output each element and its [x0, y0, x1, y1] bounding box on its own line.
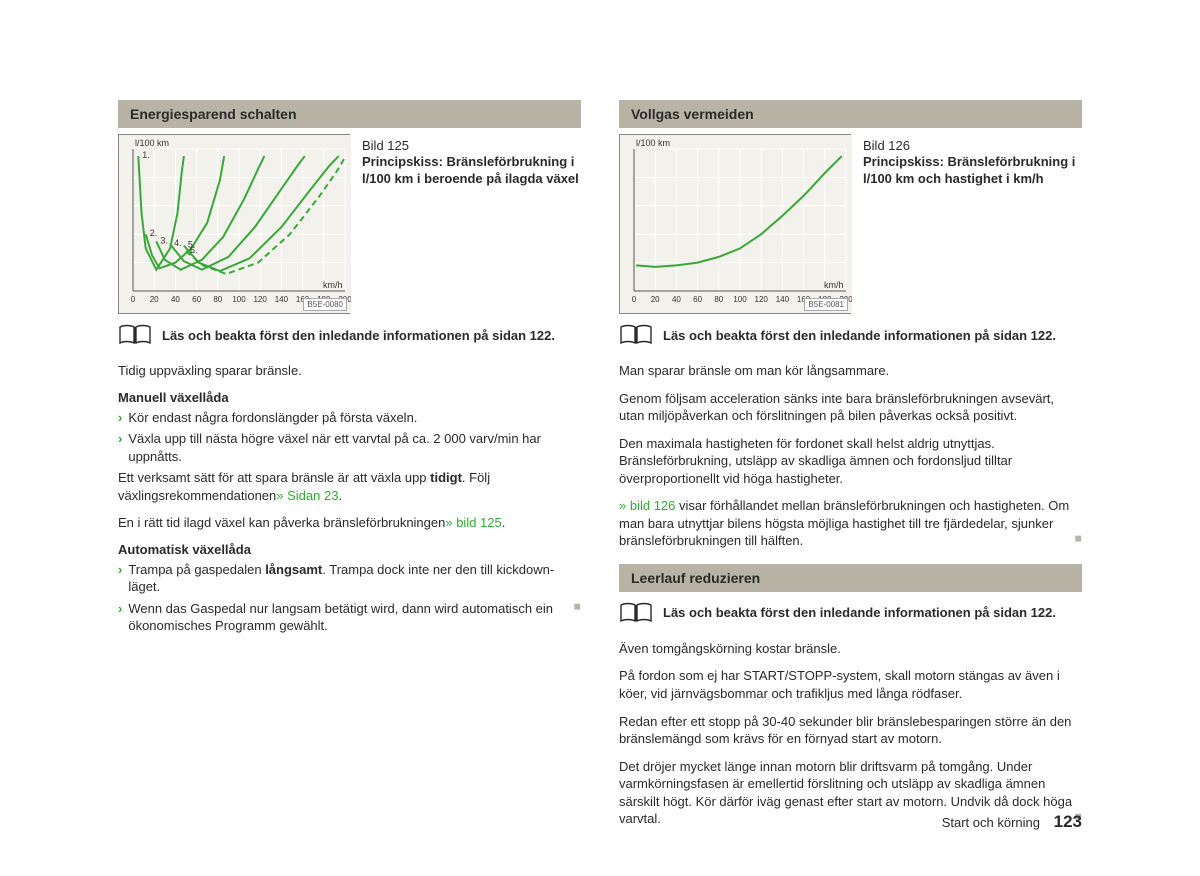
- svg-text:100: 100: [733, 295, 747, 304]
- left-sub2: Automatisk växellåda: [118, 542, 581, 557]
- svg-text:4.: 4.: [174, 238, 182, 248]
- svg-text:6.: 6.: [190, 245, 198, 255]
- chevron-icon: ›: [118, 600, 122, 635]
- section-heading-right-1: Vollgas vermeiden: [619, 100, 1082, 128]
- left-bullet-3: › Trampa på gaspedalen långsamt. Trampa …: [118, 561, 581, 596]
- book-icon: [619, 602, 653, 624]
- chart-125: l/100 kmkm/h0204060801001201401601802001…: [118, 134, 350, 314]
- chevron-icon: ›: [118, 409, 122, 427]
- svg-text:40: 40: [171, 295, 180, 304]
- link-sidan-23[interactable]: » Sidan 23: [276, 488, 338, 503]
- figure-126-caption: Bild 126 Principskiss: Bränsleförbruknin…: [863, 134, 1082, 314]
- read-note-right-2: Läs och beakta först den inledande infor…: [663, 605, 1056, 620]
- left-b2: Växla upp till nästa högre växel när ett…: [128, 430, 581, 465]
- book-icon: [118, 324, 152, 346]
- chart-125-frame: l/100 kmkm/h0204060801001201401601802001…: [118, 134, 350, 314]
- end-mark-icon: ◼: [574, 600, 581, 635]
- section-heading-right-2: Leerlauf reduzieren: [619, 564, 1082, 592]
- svg-text:60: 60: [693, 295, 702, 304]
- figure-125-num: Bild 125: [362, 138, 409, 153]
- svg-text:km/h: km/h: [323, 280, 343, 290]
- figure-126-num: Bild 126: [863, 138, 910, 153]
- read-note-row-right-1: Läs och beakta först den inledande infor…: [619, 324, 1082, 346]
- left-b3: Trampa på gaspedalen långsamt. Trampa do…: [128, 561, 581, 596]
- svg-text:40: 40: [672, 295, 681, 304]
- svg-text:140: 140: [275, 295, 289, 304]
- left-p1: Tidig uppväxling sparar bränsle.: [118, 362, 581, 380]
- svg-text:80: 80: [714, 295, 723, 304]
- left-b4: Wenn das Gaspedal nur langsam betätigt w…: [128, 600, 561, 635]
- end-mark-icon: ◼: [1075, 532, 1082, 544]
- left-p2: Ett verksamt sätt för att spara bränsle …: [118, 469, 581, 504]
- book-icon: [619, 324, 653, 346]
- svg-text:0: 0: [131, 295, 136, 304]
- chevron-icon: ›: [118, 430, 122, 465]
- read-note-row-left: Läs och beakta först den inledande infor…: [118, 324, 581, 346]
- svg-text:2.: 2.: [150, 228, 158, 238]
- svg-text:l/100 km: l/100 km: [135, 138, 169, 148]
- svg-text:100: 100: [232, 295, 246, 304]
- left-bullet-2: › Växla upp till nästa högre växel när e…: [118, 430, 581, 465]
- chart-125-id: B5E-0080: [303, 298, 347, 311]
- right-p3: Den maximala hastigheten för fordonet sk…: [619, 435, 1082, 488]
- right-p2: Genom följsam acceleration sänks inte ba…: [619, 390, 1082, 425]
- right-p1: Man sparar bränsle om man kör långsammar…: [619, 362, 1082, 380]
- right-q3: Redan efter ett stopp på 30-40 sekunder …: [619, 713, 1082, 748]
- chart-126: l/100 kmkm/h020406080100120140160180200 …: [619, 134, 851, 314]
- svg-text:l/100 km: l/100 km: [636, 138, 670, 148]
- figure-row-right: l/100 kmkm/h020406080100120140160180200 …: [619, 134, 1082, 314]
- chart-126-frame: l/100 kmkm/h020406080100120140160180200 …: [619, 134, 851, 314]
- right-column: Vollgas vermeiden l/100 km km/h 0 20 40 60 80 1…: [619, 100, 1082, 836]
- svg-text:60: 60: [192, 295, 201, 304]
- right-p4: » bild 126 visar förhållandet mellan brä…: [619, 497, 1082, 550]
- page-number: 123: [1054, 812, 1082, 831]
- svg-text:km/h: km/h: [824, 280, 844, 290]
- chart-125-svg: l/100 kmkm/h0204060801001201401601802001…: [119, 135, 351, 313]
- left-p3: En i rätt tid ilagd växel kan påverka br…: [118, 514, 581, 532]
- svg-text:140: 140: [776, 295, 790, 304]
- svg-text:3.: 3.: [160, 235, 168, 245]
- svg-text:0: 0: [632, 295, 637, 304]
- left-bullet-1: › Kör endast några fordonslängder på för…: [118, 409, 581, 427]
- left-bullet-4: › Wenn das Gaspedal nur langsam betätigt…: [118, 600, 581, 635]
- read-note-right-1: Läs och beakta först den inledande infor…: [663, 328, 1056, 343]
- chevron-icon: ›: [118, 561, 122, 596]
- read-note-row-right-2: Läs och beakta först den inledande infor…: [619, 602, 1082, 624]
- svg-text:120: 120: [254, 295, 268, 304]
- footer-section: Start och körning: [942, 815, 1040, 830]
- figure-row-left: l/100 kmkm/h0204060801001201401601802001…: [118, 134, 581, 314]
- svg-text:1.: 1.: [142, 150, 150, 160]
- svg-text:120: 120: [755, 295, 769, 304]
- read-note-left: Läs och beakta först den inledande infor…: [162, 328, 555, 343]
- svg-text:20: 20: [150, 295, 159, 304]
- right-q1: Även tomgångskörning kostar bränsle.: [619, 640, 1082, 658]
- page-footer: Start och körning 123: [942, 812, 1082, 832]
- right-q2: På fordon som ej har START/STOPP-system,…: [619, 667, 1082, 702]
- left-b1: Kör endast några fordonslängder på först…: [128, 409, 417, 427]
- svg-text:80: 80: [213, 295, 222, 304]
- link-bild-126[interactable]: » bild 126: [619, 498, 675, 513]
- link-bild-125[interactable]: » bild 125: [445, 515, 501, 530]
- chart-126-svg: l/100 kmkm/h020406080100120140160180200: [620, 135, 852, 313]
- left-sub1: Manuell växellåda: [118, 390, 581, 405]
- left-column: Energiesparend schalten l/100 km km/h 0 20 4…: [118, 100, 581, 836]
- section-heading-left: Energiesparend schalten: [118, 100, 581, 128]
- figure-126-text: Principskiss: Bränsleförbrukning i l/100…: [863, 154, 1075, 185]
- svg-text:20: 20: [651, 295, 660, 304]
- chart-126-id: B5E-0081: [804, 298, 848, 311]
- figure-125-text: Principskiss: Bränsleförbrukning i l/100…: [362, 154, 579, 185]
- figure-125-caption: Bild 125 Principskiss: Bränsleförbruknin…: [362, 134, 581, 314]
